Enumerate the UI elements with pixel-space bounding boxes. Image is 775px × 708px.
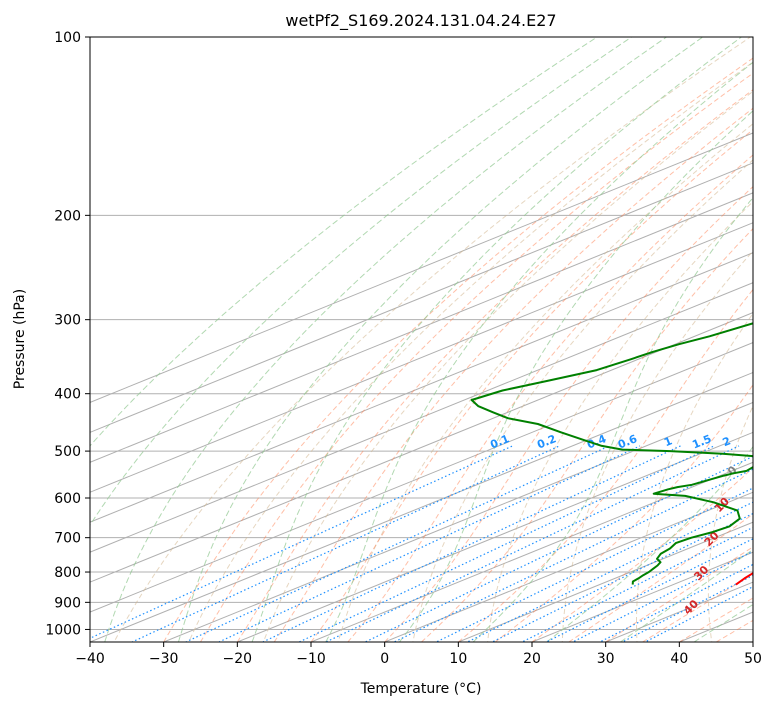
dewpoint-profile-line (470, 322, 753, 585)
dry-adiabat-line (412, 159, 753, 642)
mixing-ratio-line (435, 487, 753, 642)
y-axis-ticks: 100 200 300 400 500 600 700 800 900 1000 (45, 30, 90, 638)
y-tick-label: 900 (54, 595, 81, 611)
wet-bulb-line (620, 548, 753, 642)
isotherm-gridline (90, 222, 753, 493)
moist-adiabat-line (273, 107, 753, 642)
x-axis-label: Temperature (°C) (360, 681, 482, 697)
wet-bulb-line (251, 37, 742, 642)
isotherm-gridline (90, 132, 753, 403)
isotherm-gridline (90, 312, 753, 583)
moist-adiabat-line (310, 128, 753, 642)
x-tick-label: 40 (670, 651, 688, 667)
chart-title: wetPf2_S169.2024.131.04.24.E27 (285, 11, 556, 31)
wet-bulb-line (472, 196, 753, 642)
moist-adiabat-line (200, 72, 753, 642)
x-tick-label: −40 (75, 651, 105, 667)
dry-adiabat-line (707, 404, 753, 642)
wet-bulb-line (399, 110, 753, 642)
x-tick-label: −20 (223, 651, 253, 667)
moist-adiabat-line (163, 57, 753, 642)
wet-bulb-line (90, 37, 632, 527)
y-tick-label: 800 (54, 565, 81, 581)
wet-bulb-line (546, 445, 753, 642)
profile-series (470, 322, 753, 586)
mixing-ratio-label: 2 (721, 434, 733, 449)
y-tick-label: 700 (54, 531, 81, 547)
y-axis-label: Pressure (hPa) (12, 289, 28, 389)
x-tick-label: 0 (380, 651, 389, 667)
y-tick-label: 600 (54, 491, 81, 507)
x-tick-label: 50 (744, 651, 762, 667)
y-tick-label: 300 (54, 313, 81, 329)
isotherm-gridline (236, 431, 753, 642)
wet-bulb-line (177, 37, 703, 642)
isotherm-gridline (383, 491, 753, 642)
moist-adiabat-line (642, 573, 753, 642)
dry-adiabat-line (487, 200, 753, 642)
x-tick-label: 30 (597, 651, 615, 667)
moist-adiabat-line (494, 384, 753, 642)
x-tick-label: −30 (149, 651, 179, 667)
isotherm-gridline (90, 192, 753, 463)
dry-adiabat-line (113, 37, 752, 642)
isotherm-gridline (90, 371, 753, 642)
mixing-ratio-line (392, 468, 753, 642)
isotherm-gridline (90, 342, 753, 613)
isotherm-gridline (457, 521, 753, 642)
dry-adiabat-line (636, 312, 753, 642)
x-tick-label: 20 (523, 651, 541, 667)
mixing-ratio-line (466, 501, 753, 642)
moist-adiabat-line (347, 154, 753, 642)
isotherm-gridline (90, 162, 753, 433)
isotherm-gridline (162, 401, 753, 642)
moist-adiabat-line (679, 597, 753, 642)
mixing-ratio-line (217, 445, 641, 642)
mixing-ratio-line (90, 445, 513, 639)
moist-adiabat-line (384, 185, 753, 642)
plot-frame (89, 36, 754, 643)
mixing-ratio-line (490, 512, 753, 642)
isotherm-gridline (309, 461, 753, 642)
mixing-ratio-line (297, 445, 715, 642)
y-tick-label: 1000 (45, 622, 81, 638)
moist-adiabat-line (457, 288, 753, 642)
wet-bulb-line (325, 61, 753, 642)
x-tick-label: 10 (449, 651, 467, 667)
y-tick-label: 500 (54, 444, 81, 460)
dry-adiabat-line (337, 123, 753, 642)
y-tick-label: 400 (54, 387, 81, 403)
wet-bulb-line (104, 37, 667, 642)
isotherm-gridline (90, 252, 753, 523)
mixing-ratio-line (598, 563, 753, 642)
x-axis-ticks: −40 −30 −20 −10 0 10 20 30 40 50 (75, 642, 762, 667)
mixing-ratio-label: 1 (662, 434, 674, 449)
y-tick-label: 100 (54, 30, 81, 46)
moist-adiabat-line (531, 466, 753, 642)
isotherm-gridline (90, 282, 753, 553)
moist-adiabat-line (421, 227, 753, 642)
dry-adiabat-line (262, 90, 753, 642)
y-tick-label: 200 (54, 208, 81, 224)
mixing-ratio-line (261, 445, 681, 642)
moist-adiabat-line (236, 89, 753, 642)
x-tick-label: −10 (296, 651, 326, 667)
dry-adiabat-line (561, 250, 753, 642)
